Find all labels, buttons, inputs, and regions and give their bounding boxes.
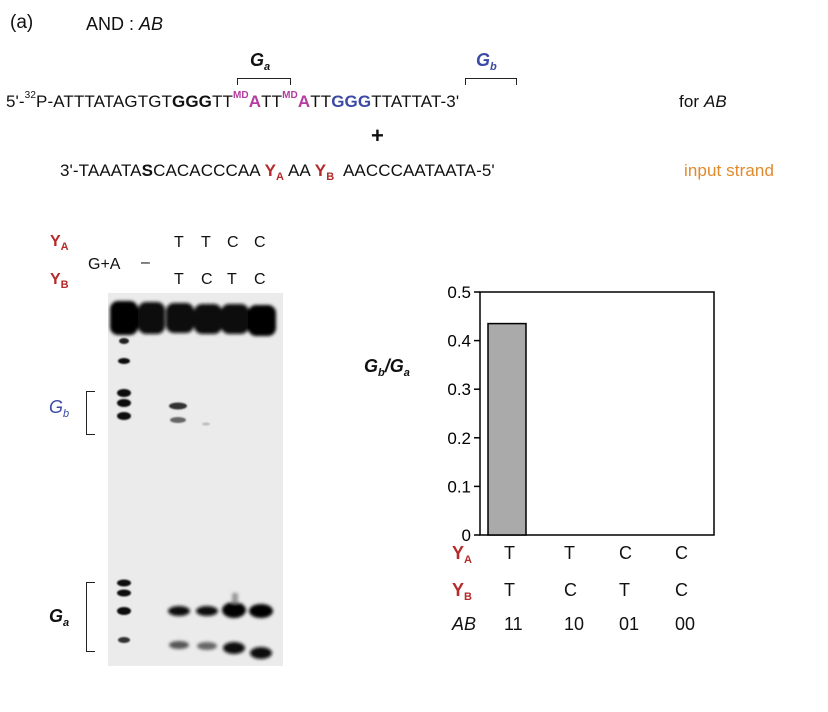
chart-category-ab-3: 01 [619,614,640,634]
chart-category-ya-1: T [504,543,515,563]
bar-chart: 0 0.1 0.2 0.3 0.4 0.5 [447,283,715,545]
chart-category-yb-4: C [675,580,688,600]
gb-label: Gb [476,50,497,73]
bottom-strand: 3'-TAAATASCACACCCAA YA AA YB AACCCAATAAT… [60,161,495,183]
chart-category-yb-2: C [564,580,577,600]
gel-gb-bracket [86,391,95,435]
gel-ya-label: YA [50,233,69,253]
chart-category-ya-4: C [675,543,688,563]
for-ab-label: for AB [679,92,727,111]
gel-ga-bracket-label: Ga [49,606,70,629]
chart-category-ya-3: C [619,543,632,563]
gel-background [108,293,283,666]
gel-yb-2: C [201,271,213,288]
gel-yb-4: C [254,271,266,288]
gel-ya-2: T [201,234,211,251]
title-text: AND : [86,14,140,34]
chart-ab-row-label: AB [452,614,477,634]
y-tick-label: 0 [462,526,471,545]
y-tick-label: 0.4 [447,332,471,351]
ga-overbar [237,78,291,85]
gel-ga-lane-label: G+A [88,256,121,273]
top-strand: 5'-32P-ATTTATAGTGTGGGTTMDATTMDATTGGGTTAT… [6,90,460,111]
y-tick-label: 0.1 [447,477,471,496]
chart-category-ab-4: 00 [675,614,696,634]
ga-label: Ga [250,50,271,73]
gel-ya-4: C [254,234,266,251]
gel-top-bands [110,301,276,336]
y-tick-label: 0.3 [447,380,471,399]
y-tick-label: 0.5 [447,283,471,302]
chart-category-yb-1: T [504,580,515,600]
gel-gb-bands [169,402,210,426]
gel-ya-3: C [227,234,239,251]
gel-ga-bands [168,593,273,659]
gel-yb-label: YB [50,271,69,291]
chart-category-ya-2: T [564,543,575,563]
gel-ya-1: T [174,234,184,251]
y-tick-label: 0.2 [447,429,471,448]
gb-overbar [465,78,517,85]
chart-frame [479,291,715,536]
chart-ylabel: Gb/Ga [364,356,410,379]
chart-category-yb-3: T [619,580,630,600]
plus-sign: + [371,123,384,148]
gel-ga-bracket [86,582,95,652]
gel-gb-bracket-label: Gb [49,397,70,420]
title-italic: AB [139,14,164,34]
chart-category-ab-1: 11 [504,614,523,634]
panel-label: (a) [10,12,34,33]
gel-ga-ladder [117,338,131,643]
chart-ya-row-label: YA [452,543,472,566]
gel-yb-1: T [174,271,184,288]
panel-title: AND : AB [86,14,163,35]
gel-image [108,293,283,666]
bar [487,322,527,536]
chart-yb-row-label: YB [452,580,472,603]
input-strand-label: input strand [684,161,775,180]
chart-category-ab-2: 10 [564,614,585,634]
gel-yb-3: T [227,271,237,288]
gel-dash-lane-label: – [141,254,150,271]
